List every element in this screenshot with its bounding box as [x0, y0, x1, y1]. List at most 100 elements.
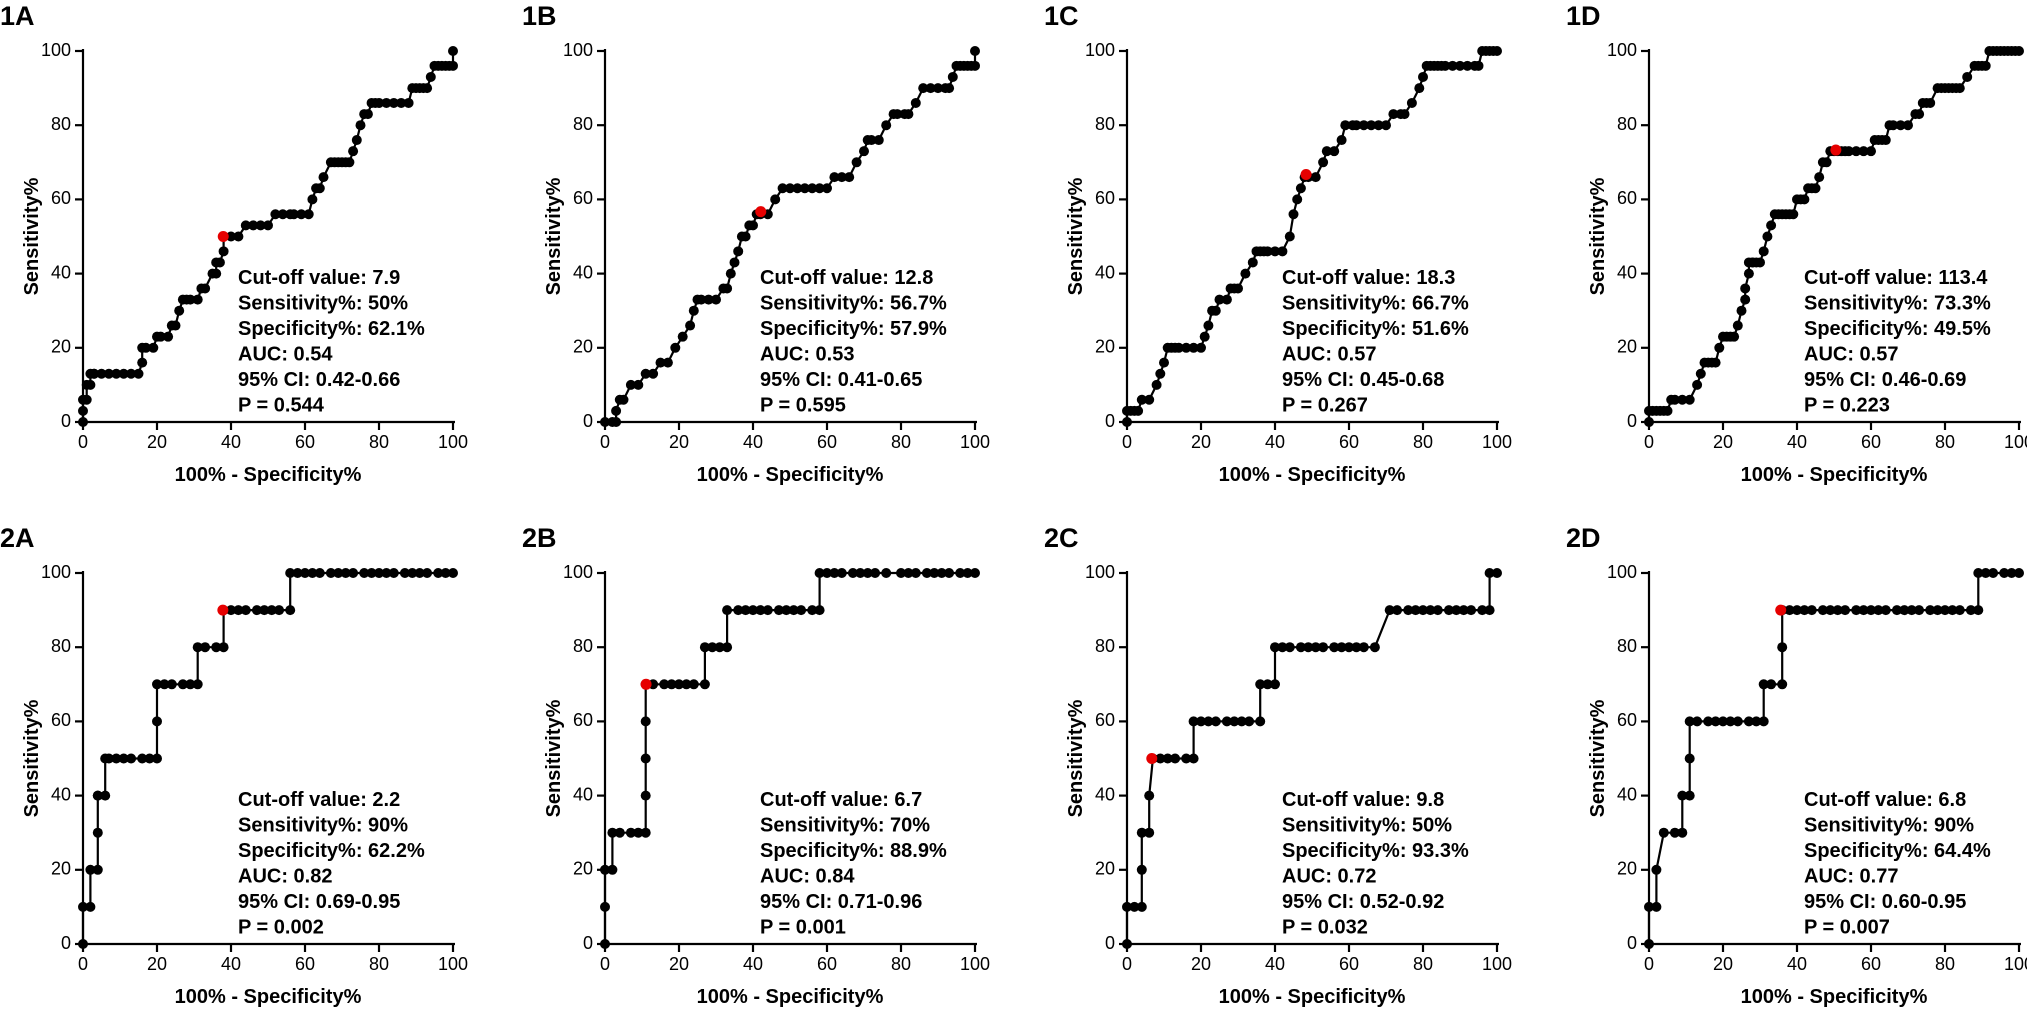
panel-2d-y-tick-label: 20 — [1617, 859, 1637, 879]
panel-1c-roc-point — [1240, 268, 1251, 279]
panel-2a-roc-point — [366, 568, 377, 578]
panel-1b-roc-point — [711, 294, 721, 305]
panel-1b-roc-point — [918, 83, 929, 94]
panel-1a-roc-point — [314, 183, 325, 194]
panel-2c-y-tick-label: 80 — [1095, 636, 1115, 656]
panel-2c-roc-point — [1418, 605, 1428, 616]
panel-2a-y-tick-label: 20 — [51, 859, 71, 879]
panel-1b: 1B 0 20 40 60 80 100 0 20 40 60 80 100 100% - Specifi… — [522, 1, 990, 486]
panel-1b-stat-line: 95% CI: 0.41-0.65 — [760, 369, 922, 391]
panel-1b-roc-point — [970, 60, 980, 71]
panel-1b-y-tick-label: 80 — [573, 114, 593, 134]
panel-2c-roc-point — [1255, 716, 1266, 727]
panel-1a-roc-point — [163, 331, 174, 342]
panel-1d-roc-point — [1714, 342, 1725, 353]
panel-1a-y-tick-label: 100 — [41, 40, 71, 60]
panel-1c-roc-point — [1358, 120, 1369, 131]
panel-2a-stat-line: Sensitivity%: 90% — [238, 815, 408, 837]
panel-2d-roc-point — [2014, 568, 2024, 578]
panel-1a-roc-point — [103, 368, 114, 379]
panel-2d-roc-point — [1651, 901, 1662, 912]
panel-1b-roc-point — [970, 46, 980, 56]
panel-1a-stat-line: Cut-off value: 7.9 — [238, 267, 400, 289]
panel-1a-x-tick-label: 40 — [221, 432, 241, 452]
panel-1d-roc-point — [1895, 120, 1906, 131]
panel-1b-stat-line: Specificity%: 57.9% — [760, 318, 947, 340]
panel-1c-roc-point — [1210, 305, 1221, 316]
panel-2c-roc-point — [1181, 753, 1192, 764]
panel-2b-roc-point — [688, 679, 699, 690]
panel-2b-roc-point — [625, 827, 636, 838]
panel-1a-roc-point — [218, 246, 229, 257]
panel-2c-roc-point — [1295, 642, 1306, 653]
panel-2c-roc-point — [1318, 642, 1329, 653]
panel-1b-roc-point — [618, 394, 629, 405]
panel-2d-roc-point — [1980, 568, 1991, 578]
panel-2a-roc-point — [211, 642, 222, 653]
panel-2d-x-tick-label: 0 — [1644, 954, 1654, 974]
panel-1c-roc-point — [1181, 342, 1192, 353]
panel-2b-roc-point — [633, 827, 644, 838]
panel-2d-roc-curve — [1647, 571, 2019, 944]
panel-1d-roc-point — [1729, 331, 1740, 342]
panel-2b-roc-point — [903, 568, 914, 578]
panel-2b-roc-point — [600, 901, 610, 912]
panel-1d-roc-point — [1743, 268, 1754, 279]
panel-1a-cutoff-point — [217, 231, 229, 242]
panel-1c-x-tick-label: 60 — [1339, 432, 1359, 452]
panel-1b-roc-point — [903, 109, 914, 120]
panel-1c-roc-point — [1321, 146, 1332, 157]
panel-1c-roc-point — [1310, 172, 1321, 183]
panel-2b-y-tick-label: 100 — [563, 562, 593, 582]
panel-1d-stat-line: Cut-off value: 113.4 — [1804, 267, 1988, 289]
panel-2d-roc-point — [1658, 827, 1669, 838]
panel-1b-stat-line: Cut-off value: 12.8 — [760, 267, 933, 289]
panel-2a-x-tick-label: 40 — [221, 954, 241, 974]
panel-1d-stat-line: Specificity%: 49.5% — [1804, 318, 1991, 340]
panel-2b-roc-point — [962, 568, 973, 578]
panel-2c-y-tick-label: 40 — [1095, 784, 1115, 804]
panel-1c-roc-point — [1144, 394, 1155, 405]
panel-2b-x-tick-label: 40 — [743, 954, 763, 974]
panel-1c-roc-point — [1288, 209, 1299, 220]
panel-2d-stat-line: 95% CI: 0.60-0.95 — [1804, 891, 1966, 913]
panel-2a-roc-point — [433, 568, 444, 578]
panel-2c-roc-point — [1188, 716, 1199, 727]
panel-1d-stat-line: P = 0.223 — [1804, 395, 1890, 417]
panel-1a-roc-point — [81, 394, 92, 405]
panel-1a-stat-line: AUC: 0.54 — [238, 344, 333, 366]
panel-2b-roc-point — [674, 679, 684, 690]
panel-2a-roc-point — [226, 605, 236, 616]
panel-2c-roc-point — [1336, 642, 1347, 653]
panel-2d-roc-point — [1947, 605, 1958, 616]
panel-2a-roc-point — [144, 753, 155, 764]
panel-2d-y-tick-label: 60 — [1617, 710, 1637, 730]
panel-2b: 2B 0 20 40 60 80 100 0 20 40 60 80 100 100% - Specifi… — [522, 523, 990, 1008]
panel-2d-roc-point — [1758, 716, 1769, 727]
panel-1b-roc-point — [640, 368, 651, 379]
panel-2a-roc-point — [374, 568, 384, 578]
panel-1a-roc-point — [133, 368, 144, 379]
panel-2b-roc-point — [847, 568, 858, 578]
panel-1a-roc-point — [211, 268, 222, 279]
panel-1b-roc-point — [655, 357, 666, 368]
panel-1a-roc-point — [226, 231, 236, 242]
panel-2a-roc-point — [381, 568, 392, 578]
panel-2d-roc-point — [1718, 716, 1728, 727]
panel-2c-stat-line: Sensitivity%: 50% — [1282, 815, 1452, 837]
panel-2d-roc-point — [1725, 716, 1736, 727]
panel-1b-roc-point — [807, 183, 818, 194]
panel-2b-roc-point — [640, 753, 651, 764]
panel-2c-roc-point — [1122, 939, 1132, 949]
panel-2b-roc-point — [807, 605, 818, 616]
panel-2a-roc-point — [152, 753, 162, 764]
panel-1c-roc-point — [1233, 283, 1243, 294]
panel-2d-y-tick-label: 80 — [1617, 636, 1637, 656]
panel-1c-x-tick-label: 100 — [1482, 432, 1512, 452]
panel-1b-roc-point — [777, 183, 788, 194]
panel-1a-y-tick-label: 40 — [51, 262, 71, 282]
panel-2a-roc-point — [348, 568, 359, 578]
panel-1b-y-tick-label: 60 — [573, 188, 593, 208]
panel-2d-x-tick-label: 60 — [1861, 954, 1881, 974]
panel-2d-roc-point — [1743, 716, 1754, 727]
